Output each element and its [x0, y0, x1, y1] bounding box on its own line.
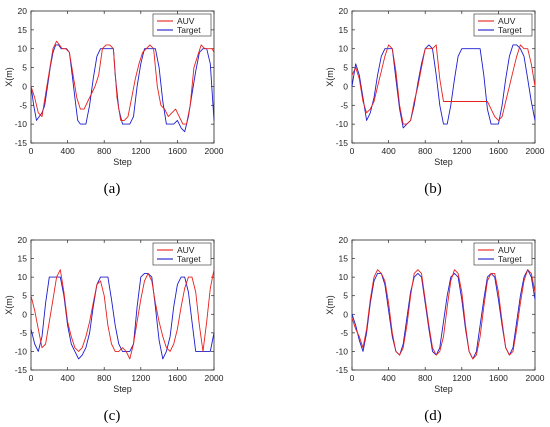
x-tick-label: 800	[97, 146, 111, 156]
y-tick-label: 0	[22, 309, 27, 319]
x-tick-label: 1200	[452, 373, 471, 383]
y-tick-label: 15	[18, 25, 28, 35]
x-tick-label: 0	[350, 146, 355, 156]
x-axis-label: Step	[434, 384, 453, 394]
x-tick-label: 2000	[526, 146, 545, 156]
legend-entry: Target	[177, 25, 201, 35]
y-tick-label: -15	[15, 138, 28, 148]
y-tick-label: 5	[343, 63, 348, 73]
y-tick-label: 10	[339, 272, 349, 282]
legend-entry: AUV	[177, 16, 195, 26]
y-tick-label: -15	[336, 365, 349, 375]
x-tick-label: 400	[61, 373, 75, 383]
x-tick-label: 1600	[489, 146, 508, 156]
x-tick-label: 2000	[526, 373, 545, 383]
legend-entry: Target	[498, 254, 522, 264]
x-tick-label: 1200	[131, 373, 150, 383]
chart-panel: -15 -10 -5 0 5 10 15 20 0 400 800 1200 1600 2000 Step X…	[4, 6, 224, 197]
chart-panel: -15 -10 -5 0 5 10 15 20 0 400 800 1200 1600 2000 Step X…	[325, 6, 545, 197]
y-axis-label: X(m)	[4, 295, 14, 315]
legend-entry: Target	[498, 25, 522, 35]
legend-entry: AUV	[177, 245, 195, 255]
y-tick-label: -10	[15, 346, 28, 356]
series-line-auv	[30, 269, 215, 360]
x-tick-label: 2000	[205, 146, 224, 156]
y-tick-label: -15	[336, 138, 349, 148]
y-axis-label: X(m)	[325, 67, 335, 87]
y-tick-label: 5	[22, 63, 27, 73]
x-tick-label: 400	[61, 146, 75, 156]
legend-entry: Target	[177, 254, 201, 264]
series-line-target	[351, 44, 536, 129]
y-tick-label: 20	[18, 6, 28, 16]
x-tick-label: 0	[29, 146, 34, 156]
y-tick-label: -5	[340, 328, 348, 338]
x-tick-label: 1600	[168, 146, 187, 156]
x-tick-label: 800	[418, 373, 432, 383]
y-axis-label: X(m)	[4, 67, 14, 87]
panel-caption: (b)	[424, 181, 442, 197]
y-tick-label: 0	[343, 309, 348, 319]
panel-caption: (a)	[104, 181, 121, 197]
y-tick-label: 20	[18, 235, 28, 245]
y-tick-label: 10	[18, 44, 28, 54]
legend-entry: AUV	[498, 245, 516, 255]
x-tick-label: 2000	[205, 373, 224, 383]
chart-panel: -15 -10 -5 0 5 10 15 20 0 400 800 1200 1600 2000 Step X…	[4, 235, 224, 424]
y-tick-label: -15	[15, 365, 28, 375]
y-tick-label: 15	[339, 25, 349, 35]
x-tick-label: 1200	[131, 146, 150, 156]
y-tick-label: 15	[18, 254, 28, 264]
x-tick-label: 400	[382, 146, 396, 156]
y-tick-label: -5	[19, 328, 27, 338]
y-tick-label: -10	[336, 346, 349, 356]
x-tick-label: 0	[350, 373, 355, 383]
y-tick-label: 15	[339, 254, 349, 264]
series-line-target	[30, 272, 215, 360]
x-axis-label: Step	[113, 157, 132, 167]
x-tick-label: 800	[418, 146, 432, 156]
x-axis-label: Step	[434, 157, 453, 167]
series-line-auv	[351, 269, 536, 360]
x-tick-label: 800	[97, 373, 111, 383]
y-tick-label: 10	[339, 44, 349, 54]
y-tick-label: -10	[15, 119, 28, 129]
panel-caption: (d)	[424, 408, 442, 424]
x-tick-label: 0	[29, 373, 34, 383]
x-tick-label: 1600	[168, 373, 187, 383]
y-tick-label: 0	[22, 81, 27, 91]
y-tick-label: 20	[339, 6, 349, 16]
y-tick-label: 20	[339, 235, 349, 245]
x-tick-label: 1600	[489, 373, 508, 383]
y-tick-label: 0	[343, 81, 348, 91]
series-line-auv	[351, 44, 536, 125]
x-axis-label: Step	[113, 384, 132, 394]
y-tick-label: -5	[19, 100, 27, 110]
y-tick-label: -5	[340, 100, 348, 110]
y-tick-label: 5	[343, 291, 348, 301]
x-tick-label: 400	[382, 373, 396, 383]
series-line-auv	[30, 40, 215, 125]
x-tick-label: 1200	[452, 146, 471, 156]
legend-entry: AUV	[498, 16, 516, 26]
y-tick-label: -10	[336, 119, 349, 129]
y-tick-label: 5	[22, 291, 27, 301]
y-tick-label: 10	[18, 272, 28, 282]
panel-caption: (c)	[104, 408, 121, 424]
y-axis-label: X(m)	[325, 295, 335, 315]
chart-panel: -15 -10 -5 0 5 10 15 20 0 400 800 1200 1600 2000 Step X…	[325, 235, 545, 424]
